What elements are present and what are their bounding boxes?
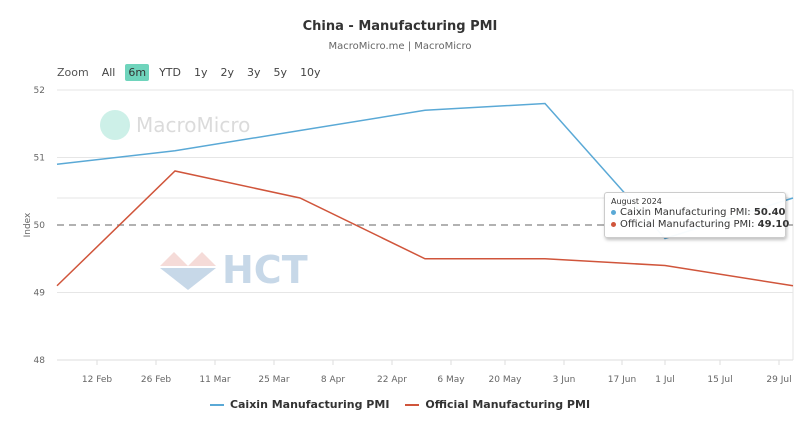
svg-text:1 Jul: 1 Jul	[655, 375, 674, 385]
caixin-line-icon	[209, 403, 224, 406]
legend-item-caixin[interactable]: Caixin Manufacturing PMI	[209, 398, 389, 411]
svg-text:26 Feb: 26 Feb	[141, 375, 172, 385]
tooltip-row-official: Official Manufacturing PMI: 49.10	[611, 219, 789, 231]
range-3y-button[interactable]: 3y	[247, 66, 261, 79]
svg-text:51: 51	[34, 154, 45, 164]
hct-logo-icon	[160, 252, 216, 290]
caixin-dot-icon	[611, 209, 616, 215]
official-dot-icon	[611, 221, 616, 227]
svg-text:29 Jul: 29 Jul	[766, 375, 791, 385]
macromicro-logo-icon	[100, 110, 130, 140]
chart-legend: Caixin Manufacturing PMI Official Manufa…	[0, 398, 800, 411]
svg-text:48: 48	[34, 356, 46, 366]
range-1y-button[interactable]: 1y	[194, 66, 208, 79]
svg-text:Index: Index	[23, 212, 33, 237]
svg-text:12 Feb: 12 Feb	[82, 375, 113, 385]
svg-text:6 May: 6 May	[437, 375, 465, 385]
chart-subtitle: MacroMicro.me | MacroMicro	[328, 41, 472, 52]
svg-text:20 May: 20 May	[489, 375, 523, 385]
range-5y-button[interactable]: 5y	[273, 66, 288, 79]
macromicro-watermark: MacroMicro	[100, 110, 250, 140]
chart-tooltip: August 2024 Caixin Manufacturing PMI: 50…	[604, 192, 789, 238]
svg-text:49: 49	[34, 289, 46, 299]
zoom-label: Zoom	[57, 66, 89, 79]
legend-item-official[interactable]: Official Manufacturing PMI	[405, 398, 590, 411]
range-ytd-button[interactable]: YTD	[159, 66, 181, 79]
chart-title: China - Manufacturing PMI	[302, 19, 498, 34]
range-6m-button[interactable]: 6m	[125, 64, 150, 81]
svg-text:25 Mar: 25 Mar	[258, 375, 290, 385]
svg-text:11 Mar: 11 Mar	[199, 375, 231, 385]
svg-text:15 Jul: 15 Jul	[707, 375, 732, 385]
official-line-icon	[405, 403, 420, 406]
svg-text:50: 50	[34, 221, 46, 231]
svg-text:17 Jun: 17 Jun	[608, 375, 636, 385]
range-2y-button[interactable]: 2y	[220, 66, 235, 79]
tooltip-date: August 2024	[611, 197, 662, 206]
hct-watermark: HCT	[160, 248, 308, 292]
tooltip-row-caixin: Caixin Manufacturing PMI: 50.40	[611, 207, 786, 219]
svg-text:3 Jun: 3 Jun	[553, 375, 576, 385]
range-all-button[interactable]: All	[101, 66, 116, 79]
svg-text:8 Apr: 8 Apr	[321, 375, 345, 385]
range-selector: Zoom All 6m YTD 1y 2y 3y 5y 10y	[57, 64, 331, 81]
svg-text:22 Apr: 22 Apr	[377, 375, 407, 385]
range-10y-button[interactable]: 10y	[300, 66, 321, 79]
svg-text:52: 52	[34, 86, 45, 96]
